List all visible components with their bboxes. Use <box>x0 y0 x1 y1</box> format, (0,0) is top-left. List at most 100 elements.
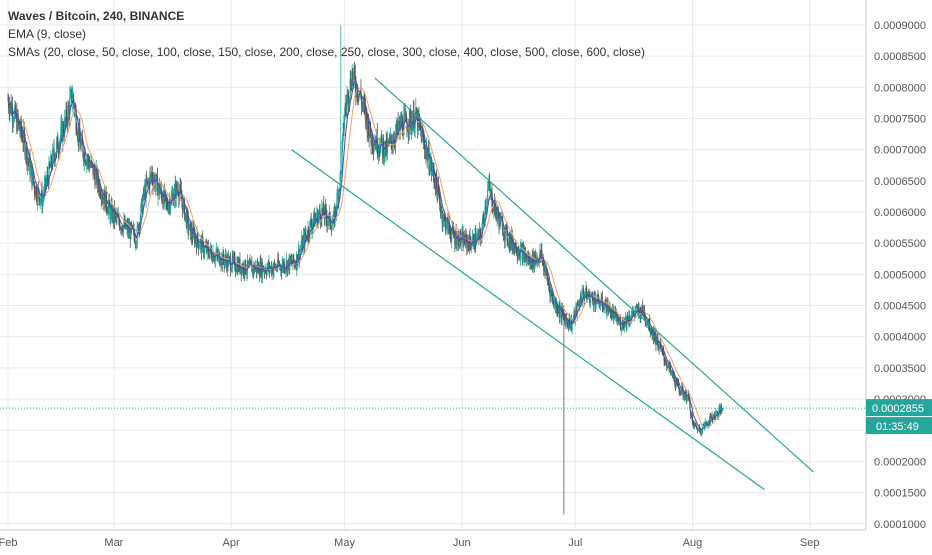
candle-body <box>79 128 81 142</box>
candle-body <box>264 269 266 272</box>
candle-body <box>640 314 643 319</box>
candle-body <box>94 173 96 185</box>
candle-body <box>214 255 216 261</box>
candle-body <box>696 428 699 431</box>
candle-body <box>429 170 431 172</box>
candle-body <box>487 190 489 201</box>
channel-upper-line[interactable] <box>374 77 814 473</box>
candle-body <box>26 145 28 165</box>
candle-body <box>141 198 143 213</box>
candle-body <box>563 317 566 319</box>
candle-body <box>56 136 58 142</box>
candle-body <box>288 258 290 270</box>
candle-body <box>444 216 446 219</box>
candle-body <box>144 186 146 194</box>
candle-body <box>413 110 415 131</box>
candle-body <box>90 160 92 166</box>
candle-body <box>625 317 627 323</box>
y-tick-label: 0.0008500 <box>874 51 926 63</box>
candle-body <box>327 221 329 223</box>
candle-body <box>484 206 486 221</box>
candle-body <box>450 236 452 240</box>
candle-body <box>190 223 192 240</box>
candle-body <box>349 78 351 97</box>
candle-body <box>312 222 314 226</box>
candle-body <box>674 384 677 387</box>
candles <box>7 24 724 515</box>
candle-body <box>609 305 611 309</box>
candle-body <box>686 400 688 402</box>
candle-body <box>290 259 292 261</box>
candle-body <box>437 184 439 200</box>
candle-body <box>13 111 15 122</box>
candle-body <box>395 132 397 144</box>
candle-body <box>695 425 697 427</box>
candle-body <box>553 302 556 307</box>
channel-lines[interactable] <box>291 77 814 490</box>
candle-body <box>632 310 634 315</box>
candle-body <box>353 67 355 74</box>
candle-body <box>254 268 256 272</box>
candle-body <box>69 92 71 98</box>
candle-body <box>217 253 220 258</box>
candle-body <box>446 219 448 228</box>
candle-body <box>374 144 376 146</box>
candle-body <box>706 423 708 425</box>
candle-body <box>691 413 693 418</box>
candle-body <box>404 112 406 116</box>
candle-body <box>137 224 139 227</box>
candle-body <box>164 192 167 196</box>
candle-body <box>262 265 264 277</box>
candle-body <box>401 118 403 127</box>
candle-body <box>603 305 605 311</box>
candle-body <box>171 193 174 195</box>
candle-body <box>402 132 404 135</box>
candle-body <box>205 245 208 253</box>
candle-body <box>681 386 683 394</box>
sma-legend[interactable]: SMAs (20, close, 50, close, 100, close, … <box>8 45 646 59</box>
candle-body <box>154 182 157 188</box>
candle-body <box>291 259 293 264</box>
candle-body <box>102 196 104 199</box>
candle-body <box>379 151 381 153</box>
candle-body <box>438 192 440 196</box>
x-tick-label: Mar <box>104 537 123 549</box>
symbol-title[interactable]: Waves / Bitcoin, 240, BINANCE <box>8 9 185 23</box>
candle-body <box>360 98 363 106</box>
candle-body <box>167 207 169 212</box>
candle-body <box>331 225 333 231</box>
candle-body <box>237 261 239 273</box>
candle-body <box>124 220 126 228</box>
candle-body <box>488 181 491 188</box>
ema-legend[interactable]: EMA (9, close) <box>8 27 87 41</box>
candle-body <box>718 408 720 414</box>
candle-body <box>142 188 145 200</box>
candle-body <box>483 220 486 222</box>
candle-body <box>490 190 492 194</box>
candle-body <box>151 173 153 181</box>
candle-body <box>500 217 502 226</box>
candle-body <box>162 201 164 208</box>
candle-body <box>35 186 37 198</box>
candle-body <box>710 415 712 417</box>
candle-body <box>578 304 580 307</box>
candle-body <box>539 250 542 257</box>
candle-body <box>12 121 14 123</box>
candle-body <box>347 91 349 105</box>
candle-body <box>149 175 151 189</box>
candle-body <box>297 249 300 260</box>
candle-body <box>460 240 462 244</box>
candle-body <box>661 348 663 351</box>
channel-lower-line[interactable] <box>291 149 765 490</box>
candle-body <box>545 273 547 276</box>
candle-body <box>299 249 302 252</box>
candle-body <box>350 78 352 89</box>
candle-body <box>616 320 618 322</box>
candle-body <box>576 302 578 316</box>
candle-body <box>498 217 500 228</box>
candle-body <box>381 141 383 154</box>
candle-body <box>632 310 634 314</box>
candle-body <box>71 89 73 103</box>
